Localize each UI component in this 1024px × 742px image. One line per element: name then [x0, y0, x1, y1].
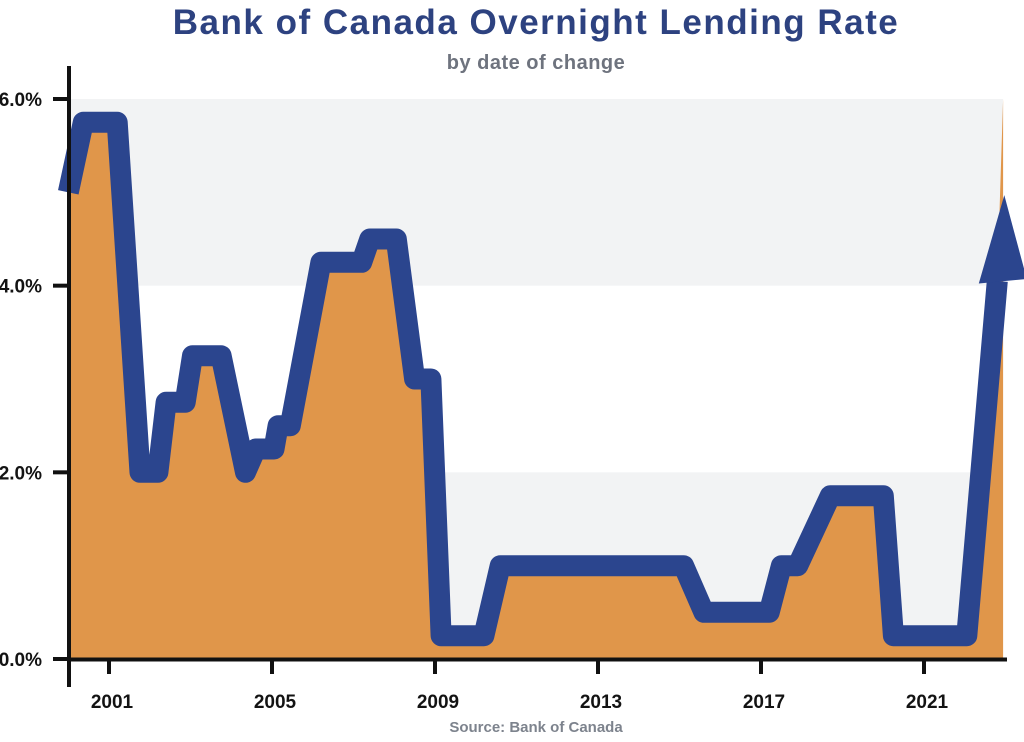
- y-axis-tick: [53, 657, 67, 661]
- y-axis-tick: [53, 470, 67, 475]
- source-note: Source: Bank of Canada: [449, 719, 623, 736]
- x-axis-tick: [270, 659, 274, 674]
- x-axis-tick-label: 2021: [906, 692, 949, 713]
- y-axis-tick: [53, 283, 67, 288]
- area-fill: [68, 99, 1004, 659]
- y-axis: [67, 66, 71, 687]
- x-axis-tick-label: 2009: [417, 692, 459, 713]
- chart-subtitle: by date of change: [446, 52, 626, 74]
- x-axis-tick-label: 2005: [254, 692, 297, 713]
- y-axis-tick: [53, 97, 67, 101]
- x-axis-tick: [922, 659, 926, 674]
- y-axis-tick-label: 6.0%: [0, 90, 42, 111]
- chart-title: Bank of Canada Overnight Lending Rate: [172, 3, 900, 42]
- y-axis-tick-label: 2.0%: [0, 463, 42, 484]
- x-axis-tick: [759, 659, 763, 674]
- y-axis-tick-label: 0.0%: [0, 650, 42, 671]
- x-axis-tick-label: 2001: [91, 692, 134, 713]
- y-axis-tick-label: 4.0%: [0, 277, 42, 298]
- grid-band: [69, 99, 1003, 286]
- x-axis-tick-label: 2013: [580, 692, 622, 713]
- x-axis-tick: [596, 659, 600, 674]
- x-axis-tick: [433, 659, 437, 674]
- x-axis-tick-label: 2017: [743, 692, 785, 713]
- x-axis: [67, 657, 1007, 662]
- x-axis-tick: [107, 659, 111, 674]
- up-arrow-head-icon: [978, 195, 1024, 284]
- rate-line: [58, 111, 1008, 647]
